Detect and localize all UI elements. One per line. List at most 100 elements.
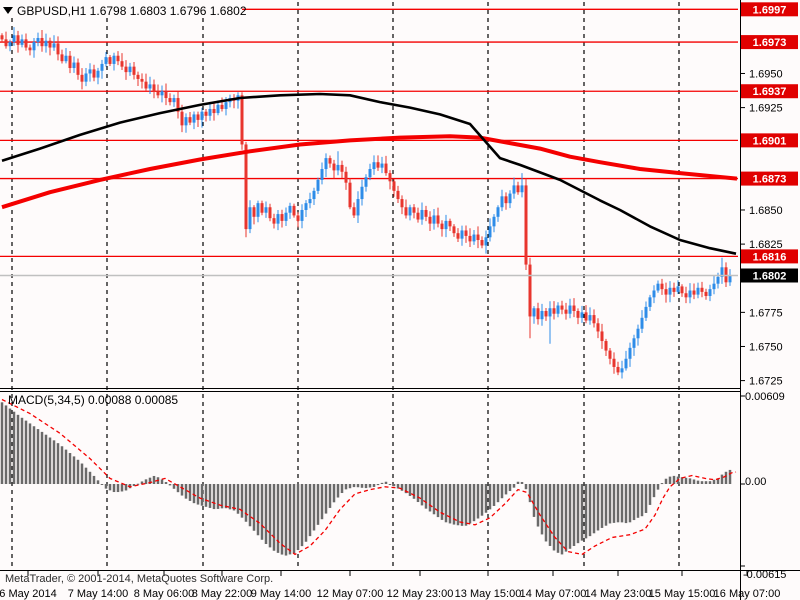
candle-body	[536, 308, 540, 320]
level-price-badge	[741, 84, 798, 99]
macd-histogram-bar	[452, 484, 456, 525]
macd-histogram-bar	[576, 484, 580, 544]
level-price-badge	[741, 249, 798, 264]
macd-histogram-bar	[404, 484, 408, 494]
macd-histogram-bar	[60, 446, 64, 484]
macd-panel	[0, 398, 737, 556]
candle-body	[508, 193, 512, 204]
macd-histogram-bar	[116, 484, 120, 493]
level-price-badge-label: 1.6901	[753, 135, 787, 147]
macd-histogram-bar	[520, 481, 524, 484]
macd-histogram-bar	[668, 476, 672, 484]
candle-body	[416, 212, 420, 220]
candle-body	[560, 305, 564, 310]
macd-histogram-bar	[224, 484, 228, 509]
macd-histogram-bar	[472, 484, 476, 522]
candle-body	[96, 70, 100, 78]
macd-histogram-bar	[164, 482, 168, 484]
candle-body	[376, 162, 380, 168]
candle-body	[364, 177, 368, 187]
candle-body	[140, 78, 144, 82]
candle-body	[664, 289, 668, 295]
candle-body	[564, 309, 568, 314]
macd-histogram-bar	[80, 463, 84, 484]
macd-histogram-bar	[300, 484, 304, 547]
macd-histogram-bar	[184, 484, 188, 499]
macd-histogram-bar	[532, 484, 536, 517]
candle-body	[300, 209, 304, 221]
macd-histogram-bar	[724, 471, 728, 484]
candle-body	[288, 205, 292, 213]
candle-body	[504, 196, 508, 204]
macd-histogram-bar	[28, 423, 32, 484]
candle-body	[8, 42, 12, 47]
candle-body	[156, 91, 160, 96]
candle-body	[168, 98, 172, 103]
candle-body	[452, 226, 456, 234]
title-backdrop	[0, 1, 242, 18]
macd-histogram-bar	[464, 484, 468, 526]
macd-histogram-bar	[272, 484, 276, 551]
candle-body	[524, 185, 528, 265]
time-axis-label: 7 May 14:00	[68, 588, 129, 600]
macd-histogram-bar	[288, 484, 292, 555]
time-axis[interactable]: 6 May 2014 7 May 14:00 8 May 06:008 May 22…	[0, 571, 780, 600]
macd-histogram-bar	[136, 483, 140, 485]
candle-body	[104, 57, 108, 64]
macd-axis-bottom-label: -0.00615	[743, 569, 786, 581]
macd-histogram-bar	[484, 484, 488, 513]
candle-body	[608, 350, 612, 359]
candle-body	[312, 190, 316, 200]
macd-histogram-bar	[392, 484, 396, 487]
macd-histogram-bar	[572, 484, 576, 546]
macd-histogram-bar	[32, 426, 36, 484]
candle-body	[636, 328, 640, 339]
candle-body	[520, 185, 524, 193]
macd-histogram-bar	[216, 484, 220, 509]
macd-histogram-bar	[268, 484, 272, 548]
macd-histogram-bar	[640, 484, 644, 517]
candle-body	[268, 207, 272, 219]
macd-label: MACD(5,34,5) 0.00088 0.00085	[8, 393, 178, 407]
candle-body	[728, 275, 732, 283]
macd-histogram-bar	[568, 484, 572, 549]
candle-body	[572, 305, 576, 311]
candle-body	[708, 289, 712, 296]
macd-histogram-bar	[40, 431, 44, 484]
candle-body	[528, 264, 532, 317]
macd-histogram-bar	[36, 429, 40, 484]
macd-histogram-bar	[200, 484, 204, 506]
candle-body	[408, 207, 412, 216]
candle-body	[652, 290, 656, 298]
macd-histogram-bar	[588, 484, 592, 537]
macd-histogram-bar	[320, 484, 324, 520]
macd-histogram-bar	[476, 484, 480, 519]
macd-histogram-bar	[148, 477, 152, 484]
time-axis-label: 12 May 23:00	[387, 588, 454, 600]
macd-histogram-bar	[104, 484, 108, 489]
macd-histogram-bar	[448, 484, 452, 524]
candle-body	[512, 185, 516, 194]
macd-histogram-bar	[88, 471, 92, 484]
macd-histogram-bar	[628, 484, 632, 523]
triangle-down-icon	[3, 7, 13, 14]
macd-histogram-bar	[560, 484, 564, 555]
candle-body	[12, 35, 16, 43]
macd-histogram-bar	[460, 484, 464, 526]
macd-histogram-bar	[364, 484, 368, 489]
candle-body	[24, 39, 28, 48]
macd-histogram-bar	[356, 484, 360, 488]
candle-body	[52, 43, 56, 48]
macd-histogram-bar	[256, 484, 260, 536]
candle-body	[272, 218, 276, 224]
macd-histogram-bar	[292, 484, 296, 554]
chart-title: GBPUSD,H1 1.6798 1.6803 1.6796 1.6802	[17, 4, 247, 18]
macd-histogram-bar	[664, 478, 668, 484]
candle-body	[556, 305, 560, 314]
candle-body	[456, 233, 460, 239]
candle-body	[640, 317, 644, 329]
price-axis[interactable]: 1.6950 1.6925 1.6850 1.6825 1.6775 1.6750 1.67…	[740, 2, 798, 567]
macd-histogram-bar	[252, 484, 256, 531]
